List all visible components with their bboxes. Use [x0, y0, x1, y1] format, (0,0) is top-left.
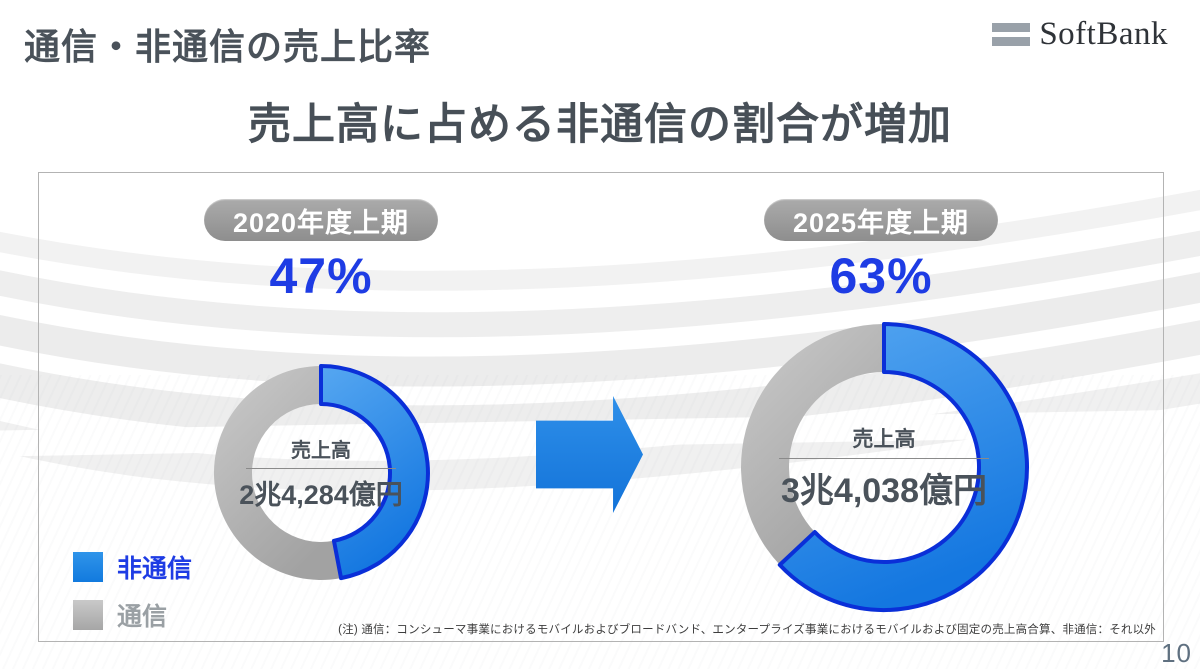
softbank-bars-icon	[992, 23, 1031, 46]
transition-arrow-icon	[536, 396, 643, 513]
chart-legend: 非通信 通信	[73, 549, 192, 645]
softbank-logo: SoftBank	[992, 16, 1168, 53]
page-number: 10	[1161, 638, 1192, 668]
donut-group-2020: 売上高 2兆4,284億円	[211, 363, 431, 583]
period-badge-2020: 2020年度上期	[204, 199, 438, 241]
revenue-title-2020: 売上高	[291, 440, 351, 462]
content-panel: 2020年度上期 47% 売上高 2兆4,284億円 2025年度上期 63% …	[38, 172, 1164, 642]
percent-value-2020: 47%	[269, 248, 373, 304]
revenue-title-2025: 売上高	[852, 427, 916, 451]
revenue-divider-2025	[779, 457, 989, 459]
non-telecom-swatch-icon	[73, 552, 103, 582]
legend-item-telecom: 通信	[73, 597, 192, 633]
donut-center-label-2020: 売上高 2兆4,284億円	[211, 363, 431, 583]
donut-chart-2020	[211, 363, 431, 583]
percent-value-2025: 63%	[829, 248, 933, 304]
donut-center-label-2025: 売上高 3兆4,038億円	[738, 321, 1030, 613]
donut-group-2025: 売上高 3兆4,038億円	[738, 321, 1030, 613]
legend-item-non-telecom: 非通信	[73, 549, 192, 585]
page-title: 通信・非通信の売上比率	[24, 26, 432, 67]
legend-label-non-telecom: 非通信	[117, 555, 193, 583]
slide-subtitle: 売上高に占める非通信の割合が増加	[248, 101, 952, 149]
footnote: (注) 通信：コンシューマ事業におけるモバイルおよびブロードバンド、エンタープラ…	[338, 624, 1156, 636]
telecom-swatch-icon	[73, 600, 103, 630]
revenue-divider-2020	[246, 468, 396, 469]
revenue-value-2020: 2兆4,284億円	[239, 480, 403, 510]
softbank-logo-text: SoftBank	[1039, 16, 1168, 52]
period-badge-2025: 2025年度上期	[764, 199, 998, 241]
donut-chart-2025	[738, 321, 1030, 613]
legend-label-telecom: 通信	[117, 603, 168, 631]
revenue-value-2025: 3兆4,038億円	[781, 471, 987, 510]
